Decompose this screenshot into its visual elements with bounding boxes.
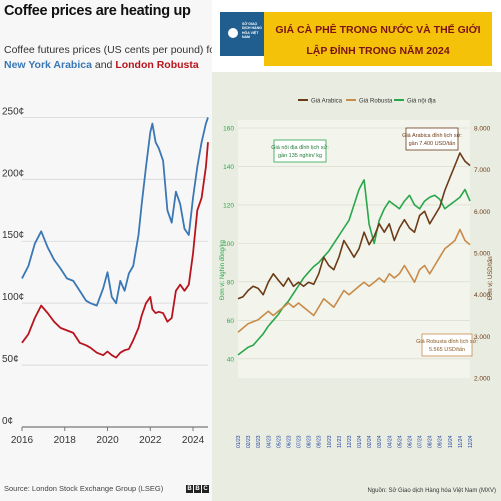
right-chart-panel: SỞ GIAO DỊCH HÀNG HÓA VIỆT NAM GIÁ CÀ PH… bbox=[212, 0, 501, 501]
y-left-tick-label: 100 bbox=[223, 241, 234, 248]
title-box: GIÁ CÀ PHÊ TRONG NƯỚC VÀ THẾ GIỚI LẬP ĐỈ… bbox=[264, 12, 492, 66]
annotation-arabica-peak: Giá Arabica đỉnh lịch sử: gần 7.400 USD/t… bbox=[402, 132, 462, 147]
y-tick-label: 50¢ bbox=[2, 354, 19, 365]
mxv-logo: SỞ GIAO DỊCH HÀNG HÓA VIỆT NAM bbox=[220, 12, 264, 56]
x-tick-label: 01/24 bbox=[357, 435, 363, 448]
annotation-domestic-peak: Giá nội địa đỉnh lịch sử: gần 135 nghìn/ … bbox=[271, 144, 329, 159]
annotation-robusta-peak: Giá Robusta đỉnh lịch sử: 5.565 USD/tấn bbox=[416, 338, 478, 353]
y-left-tick-label: 120 bbox=[223, 202, 234, 209]
y-left-tick-label: 40 bbox=[227, 356, 235, 363]
y-right-tick-label: 8.000 bbox=[474, 126, 491, 133]
y-left-tick-label: 60 bbox=[227, 318, 235, 325]
x-tick-label: 08/24 bbox=[428, 435, 434, 448]
x-tick-label: 07/23 bbox=[297, 435, 303, 448]
x-tick-label: 11/24 bbox=[458, 436, 464, 448]
y-tick-label: 150¢ bbox=[2, 230, 24, 241]
chart-subtitle-series: New York Arabica and London Robusta bbox=[4, 59, 199, 71]
x-tick-label: 01/23 bbox=[236, 435, 242, 448]
y-right-tick-label: 4.000 bbox=[474, 292, 491, 299]
y-right-tick-label: 3.000 bbox=[474, 334, 491, 341]
y-tick-label: 0¢ bbox=[2, 416, 13, 427]
chart-title-line2: LẬP ĐỈNH TRONG NĂM 2024 bbox=[306, 45, 450, 57]
x-tick-label: 12/24 bbox=[468, 435, 474, 448]
x-tick-label: 07/24 bbox=[418, 435, 424, 448]
y-right-tick-label: 7.000 bbox=[474, 167, 491, 174]
y-right-axis-label: Đơn vị: USD/tấn bbox=[488, 256, 494, 300]
x-tick-label: 04/23 bbox=[266, 435, 272, 448]
title-banner: SỞ GIAO DỊCH HÀNG HÓA VIỆT NAM GIÁ CÀ PH… bbox=[212, 0, 501, 72]
brand-letter: B bbox=[186, 485, 193, 493]
x-tick-label: 09/24 bbox=[438, 435, 444, 448]
x-tick-label: 02/24 bbox=[367, 435, 373, 448]
x-tick-label: 11/23 bbox=[337, 436, 343, 448]
right-line-chart: 40 60 80 100 120 140 160 2.000 3.000 4.000 5.000 6.… bbox=[220, 99, 494, 449]
y-left-tick-label: 160 bbox=[223, 126, 234, 133]
series-line-arabica bbox=[21, 117, 209, 307]
legend-label-arabica: New York Arabica bbox=[4, 59, 92, 71]
x-tick-label: 2016 bbox=[11, 435, 34, 446]
brand-letter: C bbox=[202, 485, 209, 493]
x-tick-label: 12/23 bbox=[347, 435, 353, 448]
x-tick-label: 03/24 bbox=[377, 435, 383, 448]
x-tick-label: 2022 bbox=[139, 435, 162, 446]
x-tick-label: 05/23 bbox=[276, 435, 282, 448]
x-tick-label: 03/23 bbox=[256, 435, 262, 448]
y-left-axis-label: Đơn vị: Nghìn đồng/kg bbox=[220, 240, 226, 300]
source-note: Source: London Stock Exchange Group (LSE… bbox=[4, 484, 164, 493]
x-tick-label: 08/23 bbox=[307, 435, 313, 448]
annotation-arabica-peak-box bbox=[405, 127, 459, 151]
x-tick-label: 05/24 bbox=[397, 435, 403, 448]
legend-label: Giá nội địa bbox=[407, 99, 436, 105]
y-left-tick-label: 140 bbox=[223, 164, 234, 171]
brand-letter: B bbox=[194, 485, 201, 493]
y-left-tick-label: 80 bbox=[227, 279, 235, 286]
annotation-domestic-peak-box bbox=[273, 139, 327, 163]
y-tick-label: 200¢ bbox=[2, 168, 24, 179]
x-tick-label: 06/24 bbox=[408, 435, 414, 448]
legend-label-robusta: London Robusta bbox=[115, 59, 199, 71]
series-line bbox=[237, 152, 471, 300]
legend-label: Giá Arabica bbox=[311, 99, 343, 105]
x-tick-label: 2020 bbox=[96, 435, 119, 446]
chart-subtitle: Coffee futures prices (US cents per poun… bbox=[4, 44, 219, 56]
y-right-tick-label: 2.000 bbox=[474, 376, 491, 383]
x-tick-label: 2024 bbox=[182, 435, 205, 446]
x-tick-label: 10/23 bbox=[327, 435, 333, 448]
y-right-tick-label: 6.000 bbox=[474, 209, 491, 216]
bbc-logo: B B C bbox=[186, 485, 209, 493]
x-tick-label: 10/24 bbox=[448, 435, 454, 448]
chart-title-line1: GIÁ CÀ PHÊ TRONG NƯỚC VÀ THẾ GIỚI bbox=[275, 24, 481, 36]
annotation-robusta-peak-box bbox=[421, 333, 473, 357]
legend-conjunction: and bbox=[94, 59, 113, 71]
left-chart-panel: Coffee prices are heating up Coffee futu… bbox=[0, 0, 219, 501]
legend-label: Giá Robusta bbox=[359, 99, 393, 105]
series-line-robusta bbox=[21, 142, 209, 359]
x-tick-label: 02/23 bbox=[246, 435, 252, 448]
logo-text: SỞ GIAO DỊCH HÀNG HÓA VIỆT NAM bbox=[242, 22, 262, 40]
y-right-tick-label: 5.000 bbox=[474, 251, 491, 258]
logo-mark-icon bbox=[228, 28, 238, 38]
x-tick-label: 2018 bbox=[54, 435, 77, 446]
x-tick-label: 06/23 bbox=[286, 435, 292, 448]
series-line bbox=[237, 228, 471, 333]
series-line bbox=[237, 179, 471, 356]
y-tick-label: 100¢ bbox=[2, 292, 24, 303]
source-note: Nguồn: Sở Giao dịch Hàng hóa Việt Nam (M… bbox=[367, 488, 496, 494]
chart-title: Coffee prices are heating up bbox=[4, 3, 191, 19]
y-tick-label: 250¢ bbox=[2, 106, 24, 117]
x-tick-label: 09/23 bbox=[317, 435, 323, 448]
x-tick-label: 04/24 bbox=[387, 435, 393, 448]
left-line-chart: 0¢ 50¢ 100¢ 150¢ 200¢ 250¢ 2016 2018 2020 2022 202… bbox=[2, 106, 209, 446]
